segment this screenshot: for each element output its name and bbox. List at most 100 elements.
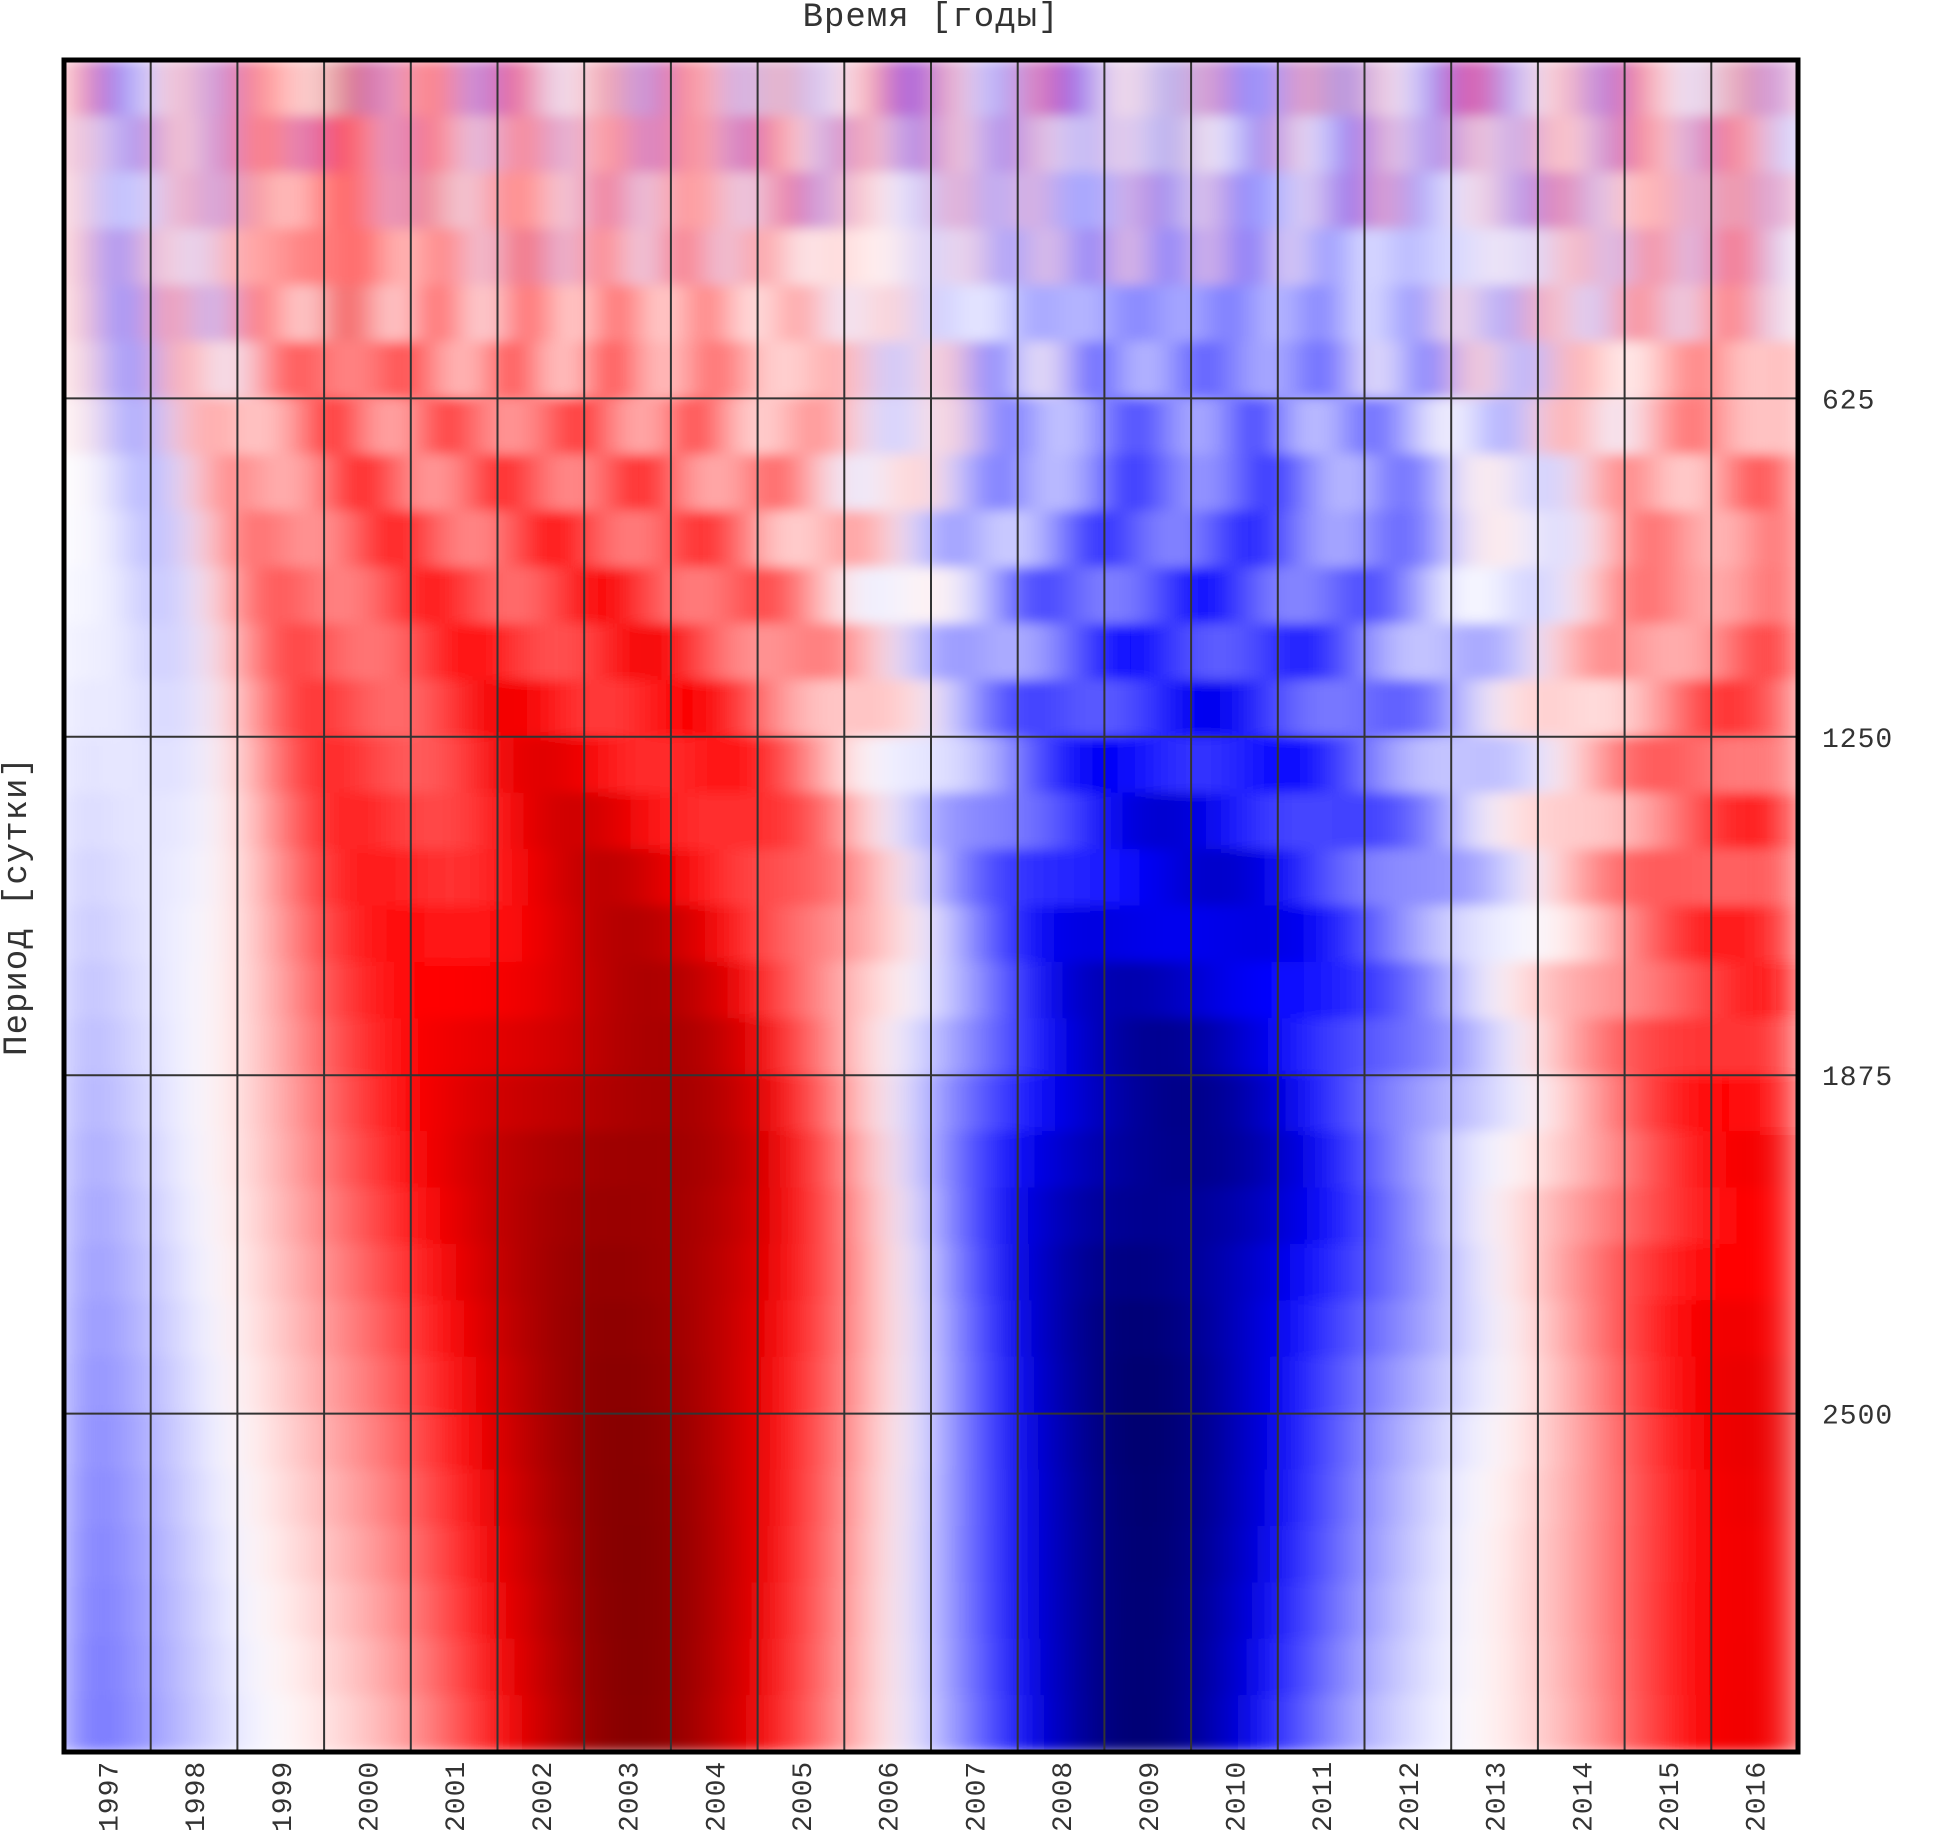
heatmap-cell (81, 341, 101, 399)
heatmap-cell (1345, 1469, 1365, 1527)
heatmap-cell (1201, 1131, 1221, 1189)
heatmap-cell (1580, 1018, 1600, 1076)
heatmap-cell (1093, 172, 1113, 230)
heatmap-cell (1147, 1187, 1167, 1245)
heatmap-cell (1634, 1074, 1654, 1133)
heatmap-cell (1093, 679, 1113, 738)
heatmap-cell (659, 567, 679, 625)
heatmap-cell (786, 228, 806, 287)
heatmap-cell (1580, 905, 1600, 963)
heatmap-cell (1616, 285, 1636, 343)
heatmap-cell (478, 567, 498, 625)
heatmap-cell (171, 849, 191, 907)
x-axis-ticks: 1997 1998 1999 2000 2001 2002 2003 2004 2005 2006… (95, 1761, 1773, 1832)
heatmap-cell (1111, 510, 1131, 569)
heatmap-cell (334, 60, 354, 117)
heatmap-cell (1056, 397, 1076, 456)
heatmap-cell (370, 1300, 390, 1358)
heatmap-cell (1743, 792, 1763, 851)
heatmap-cell (189, 285, 209, 343)
heatmap-cell (1382, 905, 1402, 963)
heatmap-cell (1725, 1243, 1745, 1302)
heatmap-cell (822, 1469, 842, 1527)
heatmap-cell (1002, 341, 1022, 399)
heatmap-cell (1111, 1187, 1131, 1245)
heatmap-cell (1562, 1131, 1582, 1189)
heatmap-cell (298, 1413, 318, 1471)
heatmap-cell (442, 1074, 462, 1133)
heatmap-cell (298, 1018, 318, 1076)
heatmap-cell (1382, 1469, 1402, 1527)
heatmap-cell (858, 60, 878, 117)
heatmap-cell (1508, 1187, 1528, 1245)
heatmap-cell (1020, 623, 1040, 681)
heatmap-cell (1327, 1525, 1347, 1584)
heatmap-cell (876, 228, 896, 287)
heatmap-cell (81, 60, 101, 117)
heatmap-cell (99, 172, 119, 230)
heatmap-cell (117, 961, 137, 1020)
heatmap-cell (1075, 341, 1095, 399)
heatmap-cell (226, 1582, 246, 1640)
heatmap-cell (1653, 1187, 1673, 1245)
heatmap-cell (912, 736, 932, 794)
heatmap-cell (1689, 285, 1709, 343)
heatmap-cell (804, 172, 824, 230)
heatmap-cell (840, 1469, 860, 1527)
heatmap-cell (1454, 905, 1474, 963)
heatmap-cell (226, 905, 246, 963)
heatmap-cell (1038, 736, 1058, 794)
heatmap-cell (1038, 567, 1058, 625)
heatmap-cell (316, 1243, 336, 1302)
heatmap-cell (1002, 510, 1022, 569)
heatmap-cell (442, 60, 462, 117)
heatmap-cell (153, 1187, 173, 1245)
heatmap-cell (1508, 1582, 1528, 1640)
heatmap-cell (171, 961, 191, 1020)
heatmap-cell (1689, 1243, 1709, 1302)
heatmap-cell (551, 1356, 571, 1415)
heatmap-cell (1093, 510, 1113, 569)
heatmap-cell (1400, 961, 1420, 1020)
heatmap-cell (569, 285, 589, 343)
heatmap-cell (587, 285, 607, 343)
heatmap-cell (1129, 1300, 1149, 1358)
heatmap-cell (1598, 228, 1618, 287)
heatmap-cell (1580, 1187, 1600, 1245)
heatmap-cell (64, 1018, 83, 1076)
heatmap-cell (1147, 1074, 1167, 1133)
heatmap-cell (605, 1469, 625, 1527)
heatmap-cell (370, 679, 390, 738)
heatmap-cell (1219, 1300, 1239, 1358)
heatmap-cell (388, 341, 408, 399)
heatmap-cell (478, 285, 498, 343)
heatmap-cell (894, 1638, 914, 1697)
heatmap-cell (1309, 1243, 1329, 1302)
heatmap-cell (1165, 567, 1185, 625)
heatmap-cell (1219, 1582, 1239, 1640)
heatmap-cell (659, 228, 679, 287)
heatmap-cell (1508, 1413, 1528, 1471)
heatmap-cell (316, 60, 336, 117)
heatmap-cell (64, 115, 83, 174)
heatmap-cell (370, 567, 390, 625)
heatmap-cell (659, 454, 679, 512)
heatmap-cell (1165, 1187, 1185, 1245)
heatmap-cell (533, 510, 553, 569)
heatmap-cell (767, 1582, 787, 1640)
heatmap-cell (1237, 1582, 1257, 1640)
heatmap-cell (316, 849, 336, 907)
heatmap-cell (1689, 1413, 1709, 1471)
heatmap-cell (1273, 961, 1293, 1020)
heatmap-cell (189, 228, 209, 287)
heatmap-cell (767, 1018, 787, 1076)
x-tick-label: 1998 (182, 1761, 213, 1832)
heatmap-cell (442, 228, 462, 287)
heatmap-cell (208, 1074, 228, 1133)
heatmap-cell (424, 1582, 444, 1640)
x-tick-label: 2009 (1136, 1761, 1167, 1832)
heatmap-cell (1056, 1413, 1076, 1471)
heatmap-cell (1779, 454, 1798, 512)
heatmap-cell (786, 736, 806, 794)
heatmap-cell (1237, 1469, 1257, 1527)
